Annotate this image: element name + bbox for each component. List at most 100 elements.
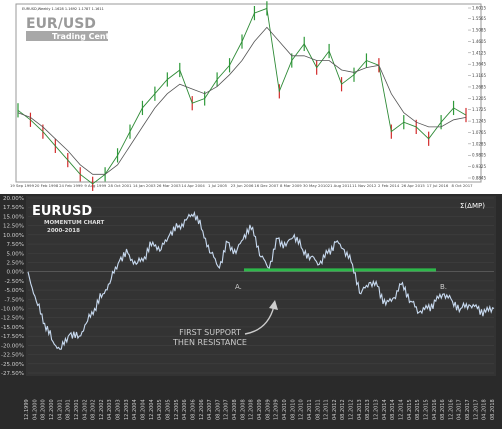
bottom-y-tick-label: 12.50% (3, 224, 24, 230)
top-y-tick-label: 1.3645 (472, 62, 486, 67)
bottom-plot-area (26, 196, 496, 376)
bottom-x-tick-label: 12.2000 (49, 399, 55, 420)
bottom-x-tick-label: 08.2002 (91, 399, 97, 420)
bottom-y-tick-label: -2.50% (5, 279, 24, 285)
annotation-arrow (244, 305, 275, 335)
top-x-tick-label: 8 Mar 2009 (280, 183, 302, 188)
bottom-x-tick-label: 12.2007 (224, 399, 230, 420)
top-x-tick-label: 8 Oct 2017 (451, 183, 473, 188)
top-y-tick-label: 1.2685 (472, 84, 486, 89)
annotation-first-support: FIRST SUPPORT (179, 328, 241, 337)
top-y-tick-label: 1.5085 (472, 28, 486, 33)
bottom-x-tick-label: 04.2008 (232, 399, 238, 420)
bottom-x-tick-label: 12.2009 (274, 399, 280, 420)
bottom-x-tick-label: 12.2014 (398, 399, 404, 420)
top-y-tick-label: 1.0285 (472, 141, 486, 146)
top-y-tick-label: 1.1725 (472, 107, 486, 112)
top-y-tick-label: 1.5565 (472, 16, 486, 21)
top-y-tick-label: 0.9325 (472, 164, 486, 169)
top-x-tick-label: 19 Sep 1999 (10, 183, 35, 188)
bottom-x-tick-label: 04.2015 (407, 399, 413, 420)
bottom-y-tick-label: -7.50% (5, 297, 24, 303)
bottom-chart-title: EURUSD (32, 204, 92, 219)
bottom-x-tick-label: 12.2011 (324, 399, 330, 420)
bottom-x-tick-label: 04.2018 (482, 399, 488, 420)
bottom-x-tick-label: 12.1999 (24, 399, 30, 420)
bottom-x-tick-label: 08.2017 (465, 399, 471, 420)
bottom-x-tick-label: 12.2012 (349, 399, 355, 420)
bottom-x-tick-label: 08.2003 (116, 399, 122, 420)
bottom-x-tick-label: 04.2007 (207, 399, 213, 420)
bottom-x-tick-label: 08.2006 (190, 399, 196, 420)
bottom-y-tick-label: 0.00% (7, 270, 24, 276)
bottom-x-tick-label: 04.2010 (282, 399, 288, 420)
annotation-point-a: A. (235, 283, 242, 291)
top-x-tick-label: 14 Jan 2003 (133, 183, 156, 188)
annotation-point-b: B. (440, 283, 447, 291)
bottom-x-tick-label: 04.2014 (382, 399, 388, 420)
momentum-line (27, 210, 495, 350)
bottom-series-layer (27, 210, 495, 350)
bottom-x-tick-label: 04.2001 (57, 399, 63, 420)
bottom-chart-subtitle: MOMENTUM CHART (44, 220, 104, 226)
top-y-tick-label: 1.4125 (472, 50, 486, 55)
bottom-x-tick-label: 12.2001 (74, 399, 80, 420)
bottom-y-axis: 20.00% 17.50% 15.00% 12.50% 10.00% 7.50% 5.00%… (1, 196, 24, 377)
top-x-axis: 19 Sep 1999 20 Feb 1998 24 Feb 1999 9 Aug 1… (10, 183, 473, 188)
bottom-x-tick-label: 12.2010 (299, 399, 305, 420)
top-x-tick-label: 20 Feb 1998 (35, 183, 59, 188)
bottom-y-tick-label: -15.00% (1, 325, 24, 331)
bottom-y-tick-label: 7.50% (7, 242, 24, 248)
bottom-chart-years: 2000-2018 (47, 228, 80, 234)
bottom-legend-label: Σ(ΔMP) (460, 202, 485, 210)
top-moving-average-line (17, 26, 467, 175)
bottom-x-tick-label: 12.2004 (149, 399, 155, 420)
bottom-x-tick-label: 08.2016 (440, 399, 446, 420)
bottom-y-tick-label: -20.00% (1, 343, 24, 349)
top-y-tick-label: 0.9805 (472, 153, 486, 158)
top-chart-title: EUR/USD (26, 16, 96, 32)
bottom-x-tick-label: 04.2011 (307, 399, 313, 420)
bottom-y-tick-label: -10.00% (1, 307, 24, 313)
bottom-y-tick-label: -22.50% (1, 353, 24, 359)
top-x-tick-label: 26 Apr 2015 (401, 183, 425, 188)
top-y-tick-label: 1.0765 (472, 130, 486, 135)
bottom-y-tick-label: -27.50% (1, 371, 24, 377)
top-y-tick-label: 1.2205 (472, 96, 486, 101)
bottom-y-tick-label: 17.50% (3, 205, 24, 211)
bottom-x-tick-label: 08.2015 (415, 399, 421, 420)
top-y-axis: 1.6015 1.5565 1.5085 1.4605 1.4125 1.3645 1.31… (468, 6, 486, 181)
top-y-tick-label: 1.6015 (472, 6, 486, 11)
top-x-tick-label: 14 Apr 2004 (181, 183, 205, 188)
top-x-tick-label: 17 Jul 2016 (427, 183, 449, 188)
top-x-tick-label: 16 Dec 2007 (254, 183, 279, 188)
bottom-x-tick-label: 12.2005 (174, 399, 180, 420)
bottom-x-tick-label: 12.2003 (124, 399, 130, 420)
bottom-x-tick-label: 12.2016 (448, 399, 454, 420)
bottom-y-tick-label: 5.00% (7, 251, 24, 257)
bottom-x-tick-label: 12.2015 (423, 399, 429, 420)
top-x-tick-label: 28 Oct 2001 (108, 183, 132, 188)
top-x-tick-label: 26 Mar 2003 (157, 183, 182, 188)
top-series-layer (17, 1, 467, 191)
bottom-x-tick-label: 08.2018 (490, 399, 496, 420)
bottom-x-tick-label: 04.2009 (257, 399, 263, 420)
bottom-x-tick-label: 04.2017 (457, 399, 463, 420)
bottom-x-tick-label: 12.2002 (99, 399, 105, 420)
top-y-tick-label: 1.3165 (472, 73, 486, 78)
top-x-tick-label: 30 May 2010 (303, 183, 328, 188)
bottom-x-axis: 12.1999 04.2000 08.2000 12.2000 04.2001 08.20… (24, 399, 496, 420)
bottom-x-tick-label: 12.2008 (249, 399, 255, 420)
bottom-x-tick-label: 08.2013 (365, 399, 371, 420)
top-y-tick-label: 0.8845 (472, 176, 486, 181)
bottom-x-tick-label: 12.2017 (473, 399, 479, 420)
bottom-x-tick-label: 04.2002 (82, 399, 88, 420)
top-x-tick-label: 21 Aug 2011 (328, 183, 353, 188)
top-price-line (17, 7, 467, 185)
top-x-tick-label: 11 Nov 2012 (352, 183, 377, 188)
bottom-x-tick-label: 04.2013 (357, 399, 363, 420)
top-subtitle-box (26, 31, 108, 41)
bottom-x-tick-label: 04.2000 (32, 399, 38, 420)
